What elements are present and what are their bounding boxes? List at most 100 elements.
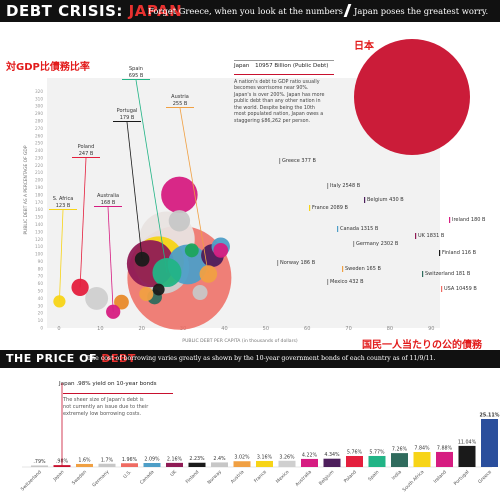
bar-category-label: India xyxy=(391,469,403,481)
y-tick-label: 0 xyxy=(40,326,43,331)
bar-value-label: 1.6% xyxy=(78,457,91,463)
bubble-label: Switzerland 181 B xyxy=(425,271,471,277)
x-axis-label: PUBLIC DEBT PER CAPITA (in thousands of … xyxy=(182,338,298,344)
bar-value-label: 2.16% xyxy=(167,456,183,462)
page-title: DEBT CRISIS: JAPAN xyxy=(6,2,182,20)
y-tick-label: 180 xyxy=(35,192,43,197)
top-header: DEBT CRISIS: JAPAN Forget Greece, when y… xyxy=(0,0,500,22)
japan-label-jp: 日本 xyxy=(354,41,374,52)
label-marker xyxy=(72,157,100,158)
bar-category-label: Ireland xyxy=(432,469,448,485)
y-tick-label: 140 xyxy=(35,222,43,227)
japan-info-line: the world. Despite being the 10th xyxy=(234,105,315,111)
bar-u-s- xyxy=(121,463,138,467)
bubble-label: Mexico 432 B xyxy=(330,279,364,285)
label-marker xyxy=(449,217,451,223)
bar-finland xyxy=(188,462,206,467)
label-marker xyxy=(113,121,141,122)
bubble-sweden xyxy=(139,286,154,302)
bar-category-label: Finland xyxy=(185,469,201,485)
japan-info-text: A nation's debt to GDP ratio usually bec… xyxy=(234,80,334,126)
bar-sweden xyxy=(76,463,93,467)
japan-info-value: 10957 Billion (Public Debt) xyxy=(255,63,329,69)
bubble-label-name: Portugal xyxy=(117,108,138,114)
bar-category-label: Poland xyxy=(343,469,358,484)
y-tick-label: 20 xyxy=(38,311,44,316)
japan-info-line: becomes worrisome near 90%. xyxy=(234,86,309,91)
section-subtitle: The cost of borrowing varies greatly as … xyxy=(87,355,436,362)
bubble-ireland xyxy=(213,242,229,258)
bubble-label-value: 255 B xyxy=(173,101,188,107)
section-title-a: THE PRICE OF xyxy=(6,352,97,365)
y-tick-label: 130 xyxy=(35,229,43,234)
bubble-norway xyxy=(192,285,208,301)
bar-category-label: Austria xyxy=(230,469,246,485)
leader-line xyxy=(179,107,209,275)
bar-value-label: 3.16% xyxy=(257,454,273,460)
japan-info-name: Japan xyxy=(234,63,250,69)
bar-value-label: 4.22% xyxy=(302,452,318,458)
label-marker xyxy=(342,266,344,272)
bond-info-line: extremely low borrowing costs. xyxy=(63,411,142,417)
x-tick-label: 20 xyxy=(139,326,145,332)
bond-info-box: Japan .98% yield on 10-year bonds The sh… xyxy=(59,381,175,418)
bubble-label-value: 123 B xyxy=(56,203,71,209)
bubble-s-korea xyxy=(114,294,129,310)
bar-category-label: Belgium xyxy=(318,469,336,487)
y-tick-label: 90 xyxy=(38,259,44,264)
title-japan: JAPAN xyxy=(128,2,183,20)
bar-australia xyxy=(301,458,318,467)
bond-info-title: Japan .98% yield on 10-year bonds xyxy=(59,381,157,387)
y-tick-label: 210 xyxy=(35,170,43,175)
bar-category-label: Germany xyxy=(91,469,110,488)
y-tick-label: 290 xyxy=(35,111,43,116)
y-tick-label: 190 xyxy=(35,185,43,190)
bar-france xyxy=(256,460,273,467)
bubble-label-value: 168 B xyxy=(101,200,116,206)
header-subtitle-left: Forget Greece, when you look at the numb… xyxy=(148,6,343,16)
label-marker xyxy=(337,226,339,232)
y-tick-label: 320 xyxy=(35,89,43,94)
bar-category-label: Switzerland xyxy=(20,469,43,492)
y-tick-label: 40 xyxy=(38,296,44,301)
bubble-finland xyxy=(152,283,165,296)
bubble-label-name: Poland xyxy=(78,144,95,150)
bar-value-label: 11.04% xyxy=(458,439,477,445)
y-tick-label: 70 xyxy=(38,274,44,279)
ratio-label-jp: 対GDP比債務比率 xyxy=(6,62,90,73)
bubble-label: Belgium 430 B xyxy=(367,197,404,203)
x-tick-label: 40 xyxy=(221,326,227,332)
y-tick-label: 60 xyxy=(38,281,44,286)
label-marker xyxy=(122,79,150,80)
y-tick-label: 80 xyxy=(38,266,44,271)
label-marker xyxy=(166,107,194,108)
bubble-label: Germany 2302 B xyxy=(356,241,399,247)
bubble-label: Norway 186 B xyxy=(280,260,316,266)
y-tick-label: 250 xyxy=(35,141,43,146)
bubble-label: UK 1831 B xyxy=(418,233,445,239)
label-marker xyxy=(441,286,443,292)
bar-value-label: 3.02% xyxy=(234,455,250,461)
y-tick-label: 300 xyxy=(35,104,43,109)
y-tick-label: 30 xyxy=(38,303,44,308)
bubble-label-name: Australia xyxy=(97,193,119,199)
bar-value-label: 1.96% xyxy=(122,457,138,463)
japan-info-title: Japan 10957 Billion (Public Debt) xyxy=(234,63,334,70)
bubble-mexico xyxy=(85,286,109,310)
y-tick-label: 220 xyxy=(35,163,43,168)
bar-india xyxy=(391,453,408,467)
bar-value-label: 5.77% xyxy=(369,449,385,455)
x-tick-label: 50 xyxy=(263,326,269,332)
price-of-debt-header: THE PRICE OF DEBT The cost of borrowing … xyxy=(0,350,500,368)
bar-category-label: Spain xyxy=(367,469,380,482)
bond-info-rule xyxy=(63,393,173,394)
bar-value-label: 5.76% xyxy=(347,449,363,455)
bar-category-label: U.S. xyxy=(122,469,133,480)
y-tick-label: 170 xyxy=(35,200,43,205)
bar-spain xyxy=(368,455,386,467)
bond-info-line: not currently an issue due to their xyxy=(63,404,149,410)
bubble-austria xyxy=(199,265,218,283)
leader-line xyxy=(59,209,64,302)
bar-category-label: Australia xyxy=(294,469,313,488)
y-tick-label: 50 xyxy=(38,289,44,294)
